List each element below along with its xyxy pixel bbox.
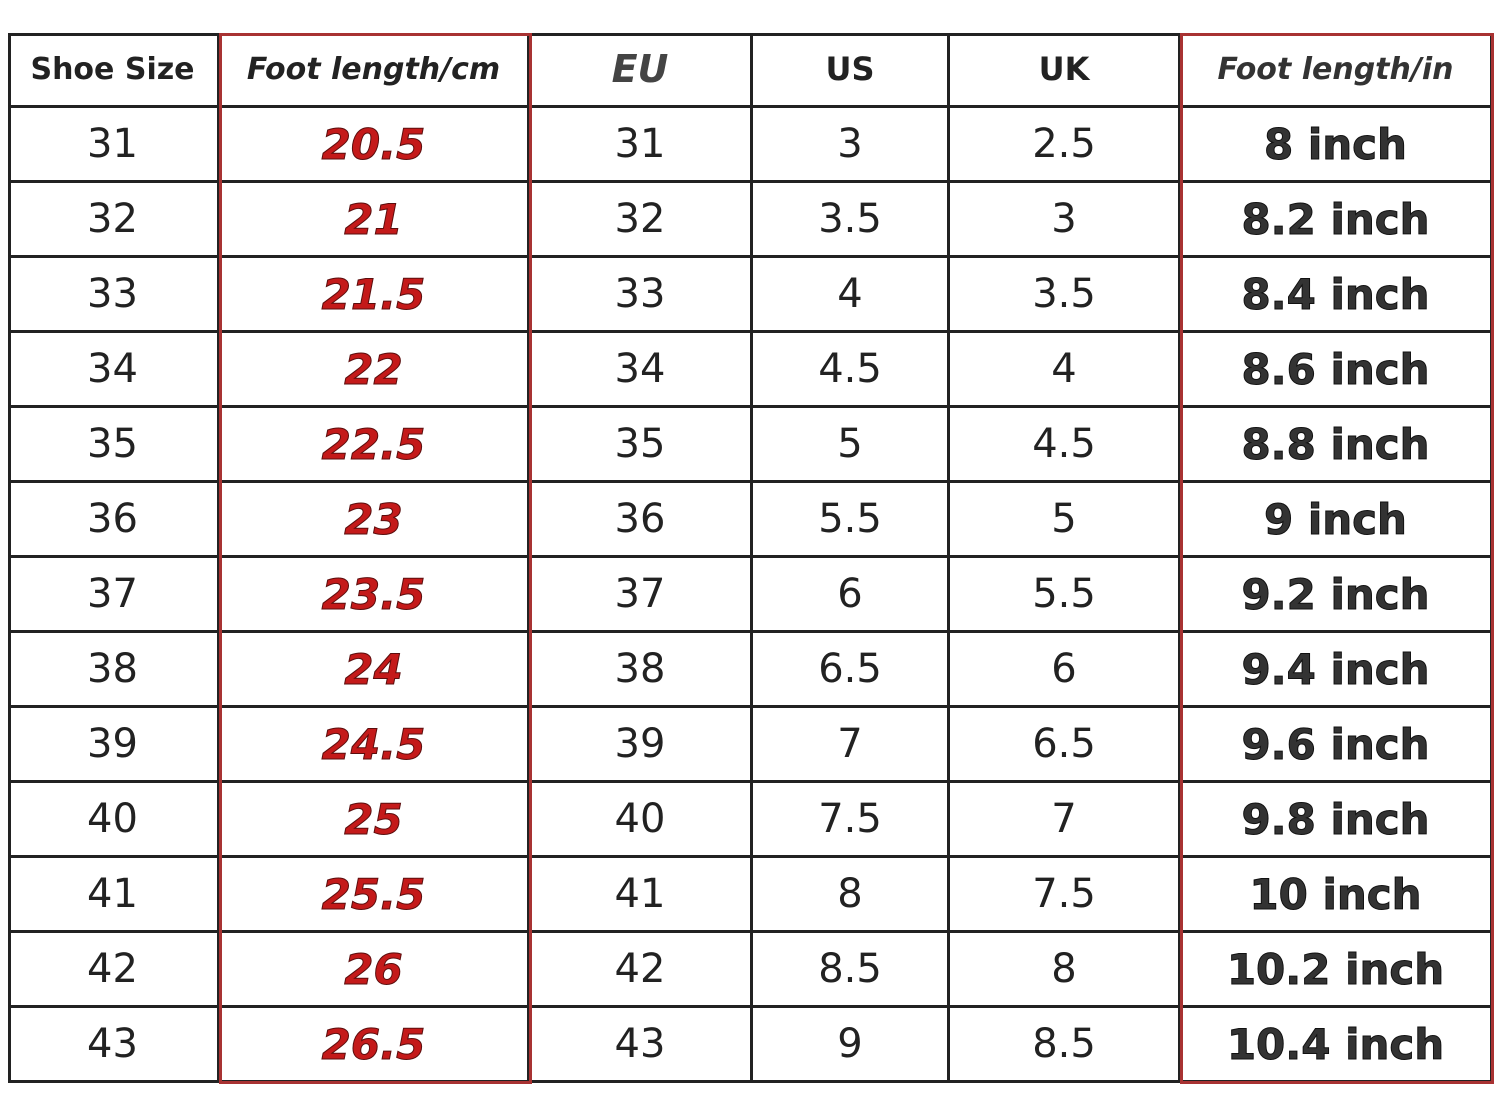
table-cell: 9.8 inch (1181, 783, 1493, 858)
table-cell: 8.2 inch (1181, 183, 1493, 258)
table-cell: 36 (530, 483, 753, 558)
table-cell: 34 (530, 333, 753, 408)
table-cell: 26 (220, 933, 530, 1008)
table-cell: 7.5 (753, 783, 950, 858)
table-cell: 10.2 inch (1181, 933, 1493, 1008)
table-cell: 42 (530, 933, 753, 1008)
table-cell: 36 (8, 483, 220, 558)
table-cell: 7.5 (950, 858, 1181, 933)
table-cell: 5 (950, 483, 1181, 558)
table-cell: 8.6 inch (1181, 333, 1493, 408)
table-cell: 9.6 inch (1181, 708, 1493, 783)
table-cell: 4.5 (950, 408, 1181, 483)
table-cell: 9 (753, 1008, 950, 1083)
table-cell: 3.5 (753, 183, 950, 258)
table-cell: 5 (753, 408, 950, 483)
table-cell: 26.5 (220, 1008, 530, 1083)
table-cell: 8 (753, 858, 950, 933)
table-cell: 5.5 (950, 558, 1181, 633)
table-cell: 22 (220, 333, 530, 408)
table-cell: 4 (753, 258, 950, 333)
table-cell: 21.5 (220, 258, 530, 333)
table-cell: 2.5 (950, 108, 1181, 183)
table-cell: 37 (530, 558, 753, 633)
table-cell: 31 (8, 108, 220, 183)
table-cell: 8.5 (753, 933, 950, 1008)
table-cell: 31 (530, 108, 753, 183)
table-cell: 9 inch (1181, 483, 1493, 558)
table-cell: 25.5 (220, 858, 530, 933)
table-cell: 6.5 (753, 633, 950, 708)
table-cell: 33 (530, 258, 753, 333)
table-cell: 32 (530, 183, 753, 258)
table-cell: 38 (530, 633, 753, 708)
table-cell: 6 (753, 558, 950, 633)
table-cell: 41 (8, 858, 220, 933)
header-cell: UK (950, 33, 1181, 108)
table-cell: 37 (8, 558, 220, 633)
table-cell: 4 (950, 333, 1181, 408)
table-cell: 23 (220, 483, 530, 558)
table-cell: 8 (950, 933, 1181, 1008)
table-cell: 8 inch (1181, 108, 1493, 183)
table-cell: 39 (530, 708, 753, 783)
table-cell: 24.5 (220, 708, 530, 783)
table-cell: 8.5 (950, 1008, 1181, 1083)
table-cell: 10 inch (1181, 858, 1493, 933)
table-cell: 41 (530, 858, 753, 933)
table-cell: 22.5 (220, 408, 530, 483)
table-cell: 10.4 inch (1181, 1008, 1493, 1083)
table-cell: 42 (8, 933, 220, 1008)
table-cell: 33 (8, 258, 220, 333)
header-cell: Foot length/cm (220, 33, 530, 108)
table-cell: 5.5 (753, 483, 950, 558)
table-cell: 40 (8, 783, 220, 858)
table-cell: 34 (8, 333, 220, 408)
table-cell: 43 (8, 1008, 220, 1083)
table-cell: 24 (220, 633, 530, 708)
header-cell: US (753, 33, 950, 108)
table-cell: 4.5 (753, 333, 950, 408)
table-cell: 7 (950, 783, 1181, 858)
table-cell: 20.5 (220, 108, 530, 183)
table-cell: 38 (8, 633, 220, 708)
table-cell: 3 (753, 108, 950, 183)
table-cell: 40 (530, 783, 753, 858)
table-cell: 32 (8, 183, 220, 258)
table-cell: 7 (753, 708, 950, 783)
table-cell: 8.8 inch (1181, 408, 1493, 483)
table-cell: 9.4 inch (1181, 633, 1493, 708)
table-cell: 39 (8, 708, 220, 783)
table-cell: 35 (530, 408, 753, 483)
header-cell: Foot length/in (1181, 33, 1493, 108)
header-cell: Shoe Size (8, 33, 220, 108)
header-cell: EU (530, 33, 753, 108)
table-cell: 25 (220, 783, 530, 858)
table-cell: 3 (950, 183, 1181, 258)
table-cell: 6.5 (950, 708, 1181, 783)
table-cell: 43 (530, 1008, 753, 1083)
table-cell: 23.5 (220, 558, 530, 633)
table-cell: 35 (8, 408, 220, 483)
table-cell: 6 (950, 633, 1181, 708)
table-cell: 9.2 inch (1181, 558, 1493, 633)
table-cell: 8.4 inch (1181, 258, 1493, 333)
table-cell: 21 (220, 183, 530, 258)
table-cell: 3.5 (950, 258, 1181, 333)
